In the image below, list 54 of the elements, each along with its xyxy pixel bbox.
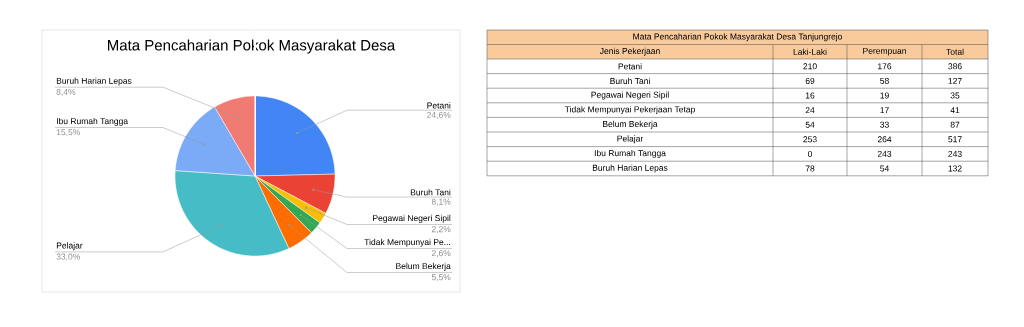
slice-label: Pelajar bbox=[56, 242, 83, 251]
slice-label: Petani bbox=[427, 102, 451, 109]
text: Total bbox=[946, 48, 964, 55]
data-label: 0 bbox=[807, 150, 813, 157]
category-label: Petani bbox=[618, 63, 642, 70]
data-label: 243 bbox=[948, 150, 962, 157]
category-label: Buruh Tani bbox=[610, 77, 650, 85]
data-label: 2,2% bbox=[431, 226, 451, 234]
slice-label: Pegawai Negeri Sipil bbox=[373, 214, 451, 223]
data-label: 8,1% bbox=[431, 198, 451, 206]
slice-label: Buruh Harian Lepas bbox=[56, 77, 132, 86]
data-label: 33 bbox=[880, 121, 889, 128]
category-label: Pegawai Negeri Sipil bbox=[591, 91, 669, 100]
data-label: 210 bbox=[803, 63, 817, 70]
category-label: Tidak Mempunyai Pekerjaan Tetap bbox=[564, 106, 695, 115]
data-label: 264 bbox=[877, 136, 892, 143]
slice-label: Tidak Mempunyai Pe... bbox=[364, 238, 451, 247]
data-label: 132 bbox=[948, 165, 962, 172]
data-label: 17 bbox=[880, 107, 889, 114]
data-label: 35 bbox=[950, 92, 960, 99]
data-label: 5,5% bbox=[431, 274, 451, 282]
data-label: 8,4% bbox=[56, 88, 76, 96]
text: Mata Pencaharian Pokok Masyarakat Desa Tanjungrejo bbox=[633, 33, 843, 42]
data-label: 24 bbox=[805, 107, 815, 114]
chart-title: Mata Pencaharian Pokok Masyarakat Desa bbox=[107, 39, 396, 54]
data-label: 87 bbox=[950, 121, 960, 128]
data-label: 54 bbox=[880, 165, 889, 172]
text: Laki-Laki bbox=[793, 48, 827, 55]
data-label: 16 bbox=[805, 92, 815, 99]
text: Jenis Pekerjaan bbox=[599, 47, 660, 56]
data-label: 176 bbox=[878, 63, 892, 70]
data-label: 19 bbox=[880, 92, 889, 99]
data-label: 253 bbox=[803, 136, 817, 143]
slice-label: Ibu Rumah Tangga bbox=[56, 117, 129, 126]
data-label: 58 bbox=[880, 77, 889, 84]
data-label: 41 bbox=[950, 107, 960, 114]
data-label: 386 bbox=[948, 63, 962, 70]
data-label: 243 bbox=[877, 150, 892, 157]
text: Perempuan bbox=[863, 47, 906, 56]
data-label: 24,6% bbox=[427, 111, 451, 119]
category-label: Belum Bekerja bbox=[603, 120, 658, 129]
data-label: 517 bbox=[948, 136, 962, 143]
data-label: 78 bbox=[805, 165, 815, 172]
data-label: 15,5% bbox=[56, 129, 81, 137]
slice-label: Belum Bekerja bbox=[396, 262, 451, 271]
data-label: 69 bbox=[805, 77, 815, 84]
data-label: 33,0% bbox=[56, 253, 81, 261]
data-label: 127 bbox=[948, 77, 962, 84]
data-label: 2,6% bbox=[431, 250, 451, 258]
data-label: 54 bbox=[805, 121, 815, 128]
category-label: Buruh Harian Lepas bbox=[592, 164, 668, 173]
slice-label: Buruh Tani bbox=[410, 189, 451, 196]
category-label: Pelajar bbox=[617, 135, 644, 144]
category-label: Ibu Rumah Tangga bbox=[594, 149, 666, 158]
